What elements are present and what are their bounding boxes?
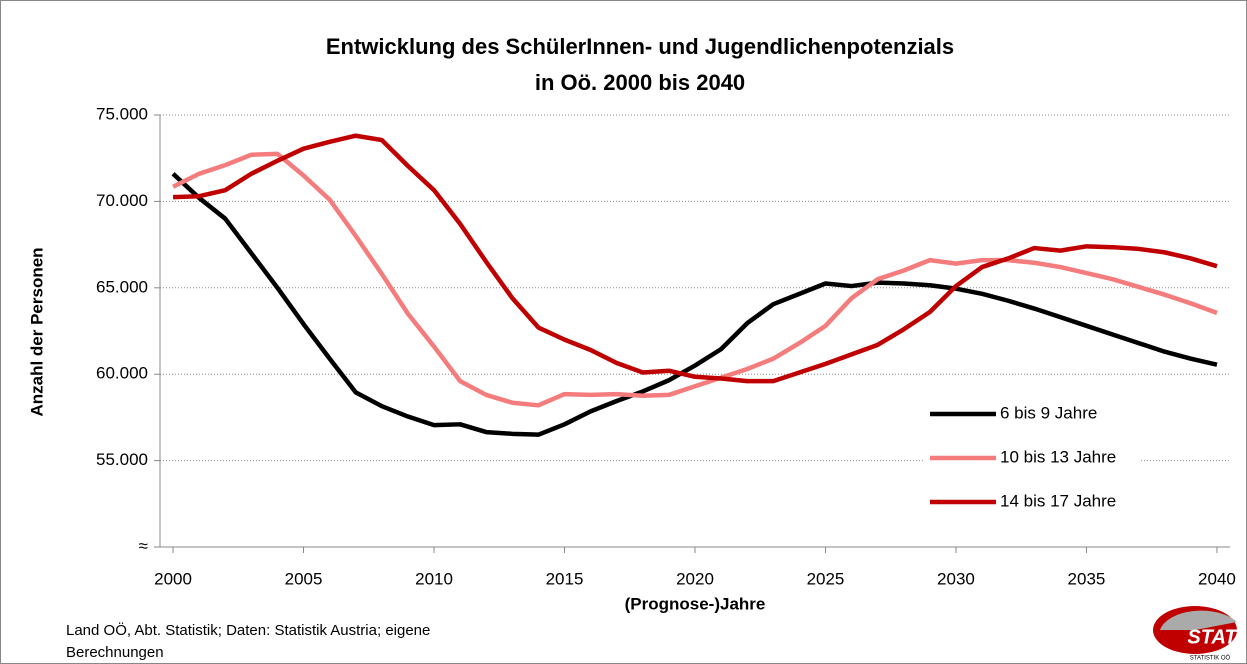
x-axis-label: (Prognose-)Jahre	[625, 594, 766, 613]
chart-title: Entwicklung des SchülerInnen- und Jugend…	[326, 34, 954, 59]
x-tick-label: 2025	[807, 569, 845, 588]
x-tick-label: 2010	[415, 569, 453, 588]
x-tick-label: 2020	[676, 569, 714, 588]
legend-label: 10 bis 13 Jahre	[1000, 447, 1116, 466]
y-tick-label: 75.000	[96, 104, 148, 123]
series-line	[171, 172, 1218, 437]
y-tick-label: 70.000	[96, 191, 148, 210]
y-tick-label: 60.000	[96, 364, 148, 383]
logo-shape	[1160, 610, 1237, 630]
source-note: Land OÖ, Abt. Statistik; Daten: Statisti…	[66, 622, 431, 661]
x-tick-label: 2030	[937, 569, 975, 588]
logo-subtext: STATISTIK OÖ	[1190, 655, 1231, 662]
logo: STAT STATISTIK OÖ	[1153, 606, 1238, 662]
x-tick-label: 2000	[154, 569, 192, 588]
series-line	[172, 133, 1218, 384]
legend-label: 14 bis 17 Jahre	[1000, 491, 1116, 510]
chart-title: in Oö. 2000 bis 2040	[535, 70, 745, 95]
legend-label: 6 bis 9 Jahre	[1000, 403, 1097, 422]
logo-text: STAT	[1187, 626, 1238, 648]
x-tick-label: 2015	[546, 569, 584, 588]
series-line	[172, 151, 1218, 408]
y-tick-label: 65.000	[96, 277, 148, 296]
y-tick-label: 55.000	[96, 450, 148, 469]
y-axis-label: Anzahl der Personen	[27, 247, 46, 416]
y-tick-label: ≈	[139, 536, 148, 555]
x-tick-label: 2005	[285, 569, 323, 588]
x-tick-label: 2040	[1198, 569, 1236, 588]
x-tick-label: 2035	[1068, 569, 1106, 588]
